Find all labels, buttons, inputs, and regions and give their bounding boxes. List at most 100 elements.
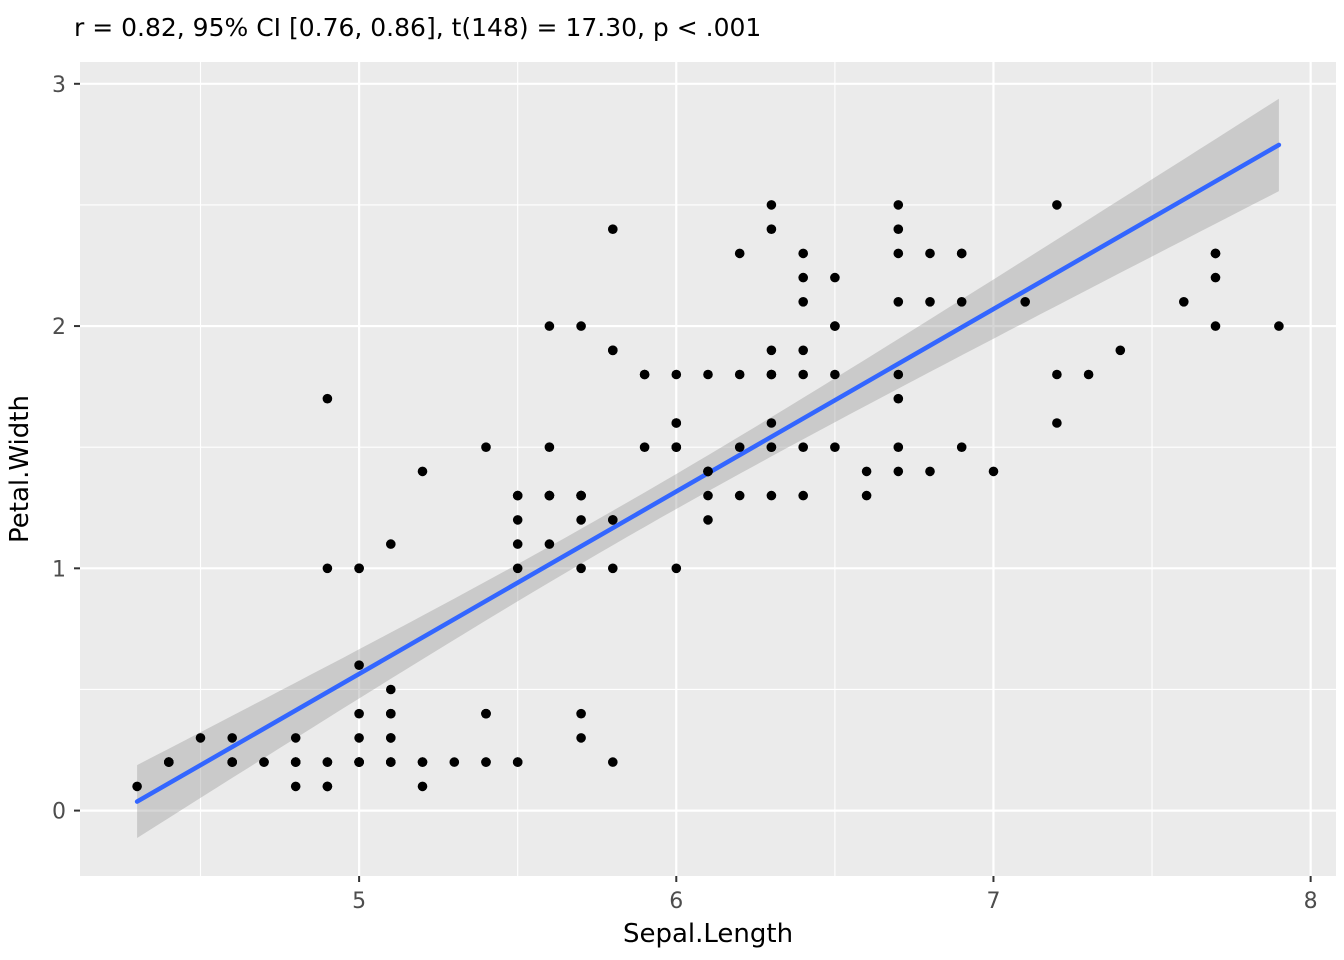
data-point bbox=[893, 297, 904, 307]
data-point bbox=[798, 272, 808, 283]
x-tick-label: 5 bbox=[352, 889, 366, 914]
data-point bbox=[703, 515, 713, 525]
x-tick-label: 7 bbox=[986, 889, 1000, 914]
data-point bbox=[354, 733, 364, 743]
data-point bbox=[988, 466, 999, 477]
data-point bbox=[925, 466, 935, 477]
data-point bbox=[1210, 248, 1221, 259]
data-point bbox=[766, 345, 777, 356]
data-point bbox=[798, 369, 808, 380]
data-point bbox=[544, 442, 555, 453]
data-point bbox=[512, 539, 523, 549]
data-point bbox=[576, 321, 586, 331]
data-point bbox=[354, 708, 364, 719]
data-point bbox=[671, 418, 682, 428]
data-point bbox=[290, 733, 301, 743]
data-point bbox=[576, 490, 586, 501]
data-point bbox=[734, 442, 745, 453]
data-point bbox=[608, 563, 618, 574]
data-point bbox=[1115, 345, 1126, 356]
data-point bbox=[925, 297, 935, 307]
data-point bbox=[354, 757, 364, 767]
data-point bbox=[830, 442, 840, 453]
data-point bbox=[734, 490, 745, 501]
data-point bbox=[893, 248, 904, 259]
data-point bbox=[893, 200, 904, 210]
data-point bbox=[544, 490, 555, 501]
data-point bbox=[576, 708, 586, 719]
data-point bbox=[481, 708, 491, 719]
data-point bbox=[481, 442, 491, 453]
data-point bbox=[956, 442, 967, 453]
data-point bbox=[830, 321, 840, 331]
data-point bbox=[798, 490, 808, 501]
data-point bbox=[1020, 297, 1030, 307]
data-point bbox=[576, 733, 586, 743]
data-point bbox=[417, 466, 428, 477]
data-point bbox=[544, 321, 555, 331]
x-axis-title: Sepal.Length bbox=[623, 919, 793, 949]
data-point bbox=[386, 684, 396, 695]
data-point bbox=[164, 757, 174, 767]
data-point bbox=[671, 369, 682, 380]
data-point bbox=[576, 563, 586, 574]
data-point bbox=[512, 515, 523, 525]
data-point bbox=[512, 563, 523, 574]
data-point bbox=[1052, 369, 1062, 380]
data-point bbox=[417, 781, 428, 792]
x-tick-label: 8 bbox=[1304, 889, 1318, 914]
data-point bbox=[290, 757, 301, 767]
data-point bbox=[481, 757, 491, 767]
data-point bbox=[512, 490, 523, 501]
data-point bbox=[798, 442, 808, 453]
y-tick-label: 0 bbox=[52, 800, 66, 825]
data-point bbox=[576, 515, 586, 525]
data-point bbox=[893, 393, 904, 404]
data-point bbox=[386, 757, 396, 767]
data-point bbox=[1210, 321, 1221, 331]
y-axis-title: Petal.Width bbox=[5, 395, 35, 543]
plot-panel: 5 6 7 8 0 1 2 3 bbox=[52, 62, 1336, 914]
data-point bbox=[322, 757, 333, 767]
data-point bbox=[798, 297, 808, 307]
data-point bbox=[386, 539, 396, 549]
data-point bbox=[1052, 200, 1062, 210]
data-point bbox=[259, 757, 269, 767]
data-point bbox=[290, 781, 301, 792]
data-point bbox=[608, 224, 618, 234]
data-point bbox=[766, 200, 777, 210]
data-point bbox=[512, 757, 523, 767]
data-point bbox=[639, 442, 650, 453]
data-point bbox=[925, 248, 935, 259]
data-point bbox=[830, 369, 840, 380]
data-point bbox=[1052, 418, 1062, 428]
data-point bbox=[227, 733, 237, 743]
data-point bbox=[608, 345, 618, 356]
data-point bbox=[830, 272, 840, 283]
data-point bbox=[703, 490, 713, 501]
y-tick-label: 2 bbox=[52, 315, 66, 340]
data-point bbox=[893, 369, 904, 380]
data-point bbox=[608, 515, 618, 525]
chart-title: r = 0.82, 95% CI [0.76, 0.86], t(148) = … bbox=[74, 13, 761, 42]
data-point bbox=[608, 757, 618, 767]
data-point bbox=[227, 757, 237, 767]
data-point bbox=[798, 345, 808, 356]
data-point bbox=[639, 369, 650, 380]
data-point bbox=[671, 563, 682, 574]
data-point bbox=[386, 708, 396, 719]
data-point bbox=[671, 442, 682, 453]
data-point bbox=[417, 757, 428, 767]
data-point bbox=[766, 369, 777, 380]
data-point bbox=[132, 781, 142, 792]
data-point bbox=[956, 248, 967, 259]
x-tick-label: 6 bbox=[669, 889, 683, 914]
data-point bbox=[386, 733, 396, 743]
data-point bbox=[798, 248, 808, 259]
data-point bbox=[1179, 297, 1189, 307]
data-point bbox=[449, 757, 460, 767]
data-point bbox=[703, 466, 713, 477]
data-point bbox=[195, 733, 206, 743]
data-point bbox=[893, 466, 904, 477]
